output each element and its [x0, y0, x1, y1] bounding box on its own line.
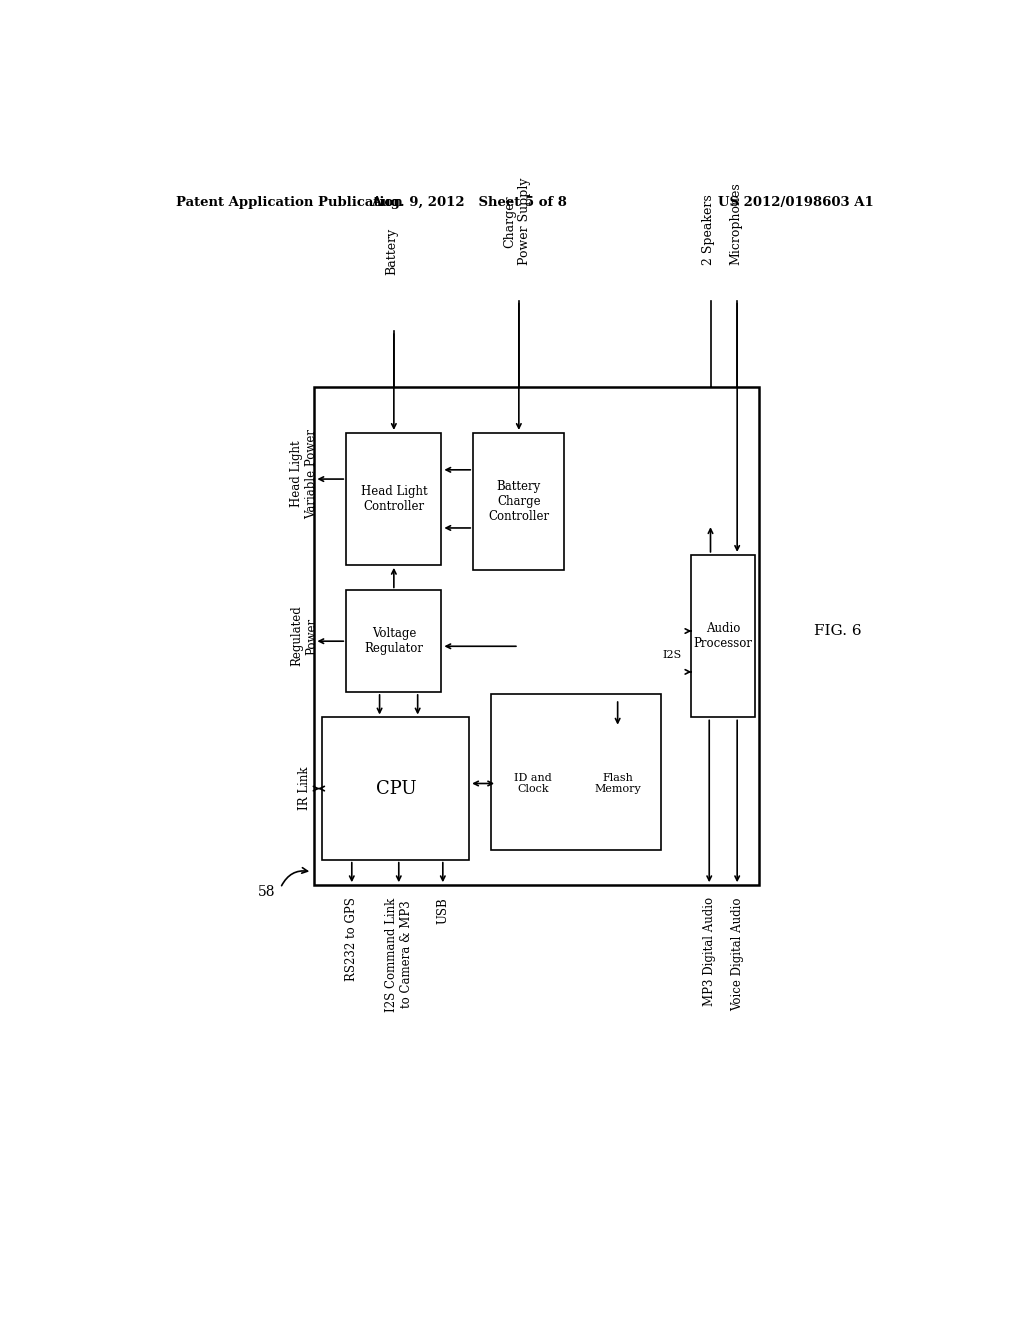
Text: Audio
Processor: Audio Processor — [693, 622, 753, 651]
Text: I2S Command Link
to Camera & MP3: I2S Command Link to Camera & MP3 — [385, 898, 413, 1011]
Text: Flash
Memory: Flash Memory — [594, 772, 641, 795]
Text: I2S: I2S — [662, 649, 681, 660]
Text: 2 Speakers: 2 Speakers — [702, 194, 716, 265]
Text: Voice Digital Audio: Voice Digital Audio — [731, 898, 743, 1011]
Text: FIG. 6: FIG. 6 — [814, 624, 862, 638]
Text: Head Light
Controller: Head Light Controller — [360, 484, 427, 513]
Text: MP3 Digital Audio: MP3 Digital Audio — [702, 898, 716, 1006]
Text: Battery: Battery — [385, 228, 398, 276]
Text: CPU: CPU — [376, 780, 416, 797]
Bar — [691, 554, 755, 718]
Bar — [314, 387, 759, 886]
Bar — [497, 727, 568, 840]
Text: Voltage
Regulator: Voltage Regulator — [365, 627, 423, 655]
Text: Battery
Charge
Controller: Battery Charge Controller — [488, 480, 550, 523]
Bar — [490, 694, 662, 850]
Text: USB: USB — [436, 898, 450, 924]
Bar — [582, 727, 653, 840]
Text: Aug. 9, 2012   Sheet 5 of 8: Aug. 9, 2012 Sheet 5 of 8 — [372, 195, 567, 209]
Text: 58: 58 — [258, 886, 275, 899]
Text: Microphones: Microphones — [729, 182, 742, 265]
Bar — [346, 590, 441, 692]
Bar — [346, 433, 441, 565]
Bar — [323, 718, 469, 859]
Text: IR Link: IR Link — [298, 767, 310, 810]
Text: Charger
Power Supply: Charger Power Supply — [503, 178, 531, 265]
Text: Head Light
Variable Power: Head Light Variable Power — [290, 429, 318, 519]
Bar — [473, 433, 564, 570]
Text: Regulated
Power: Regulated Power — [290, 606, 318, 667]
Text: ID and
Clock: ID and Clock — [514, 772, 552, 795]
Text: Patent Application Publication: Patent Application Publication — [176, 195, 402, 209]
Text: US 2012/0198603 A1: US 2012/0198603 A1 — [718, 195, 873, 209]
Text: RS232 to GPS: RS232 to GPS — [345, 898, 358, 981]
